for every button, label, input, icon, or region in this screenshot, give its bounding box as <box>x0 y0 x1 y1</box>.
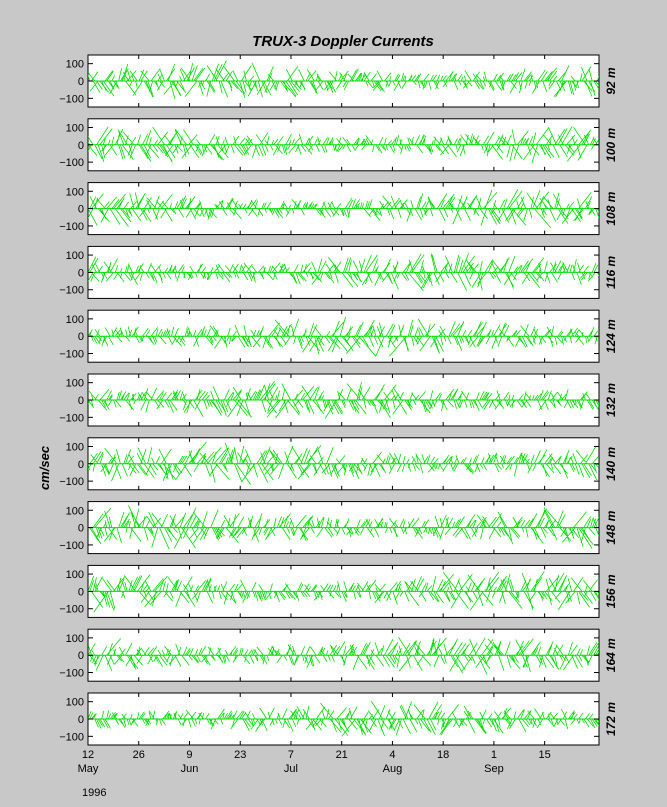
x-axis: 12 May 26 9 Jun 23 7 Jul 21 4 Aug 18 1 Sep 15 <box>78 749 551 775</box>
current-sticks <box>88 700 599 737</box>
stick-path <box>88 571 599 613</box>
y-tick-label: 100 <box>66 122 84 134</box>
x-tick-day-label: 15 <box>539 749 551 761</box>
x-tick-day-label: 23 <box>234 749 246 761</box>
stick-path <box>88 700 599 737</box>
stick-path <box>88 636 599 675</box>
depth-label: 92 m <box>604 67 618 95</box>
stick-path <box>88 441 599 485</box>
y-tick-label: 0 <box>78 523 84 535</box>
y-tick-label: −100 <box>59 604 84 616</box>
y-tick-label: 0 <box>78 331 84 343</box>
x-tick-month-label: Sep <box>484 763 504 775</box>
x-tick-day-label: 9 <box>186 749 192 761</box>
depth-label: 100 m <box>604 127 618 161</box>
depth-label: 124 m <box>604 319 618 353</box>
y-tick-label: −100 <box>59 668 84 680</box>
x-tick-day-label: 21 <box>336 749 348 761</box>
y-tick-label: −100 <box>59 157 84 169</box>
depth-label: 116 m <box>604 256 618 289</box>
depth-label: 172 m <box>604 702 618 736</box>
y-tick-label: −100 <box>59 731 84 743</box>
stick-path <box>88 505 599 550</box>
y-tick-label: 0 <box>78 204 84 216</box>
y-tick-label: −100 <box>59 221 84 233</box>
panel-92m: 100 0 −100 92 m <box>59 54 618 108</box>
x-tick-day-label: 7 <box>288 749 294 761</box>
current-sticks <box>88 189 599 229</box>
stick-path <box>88 189 599 229</box>
y-tick-label: 100 <box>66 378 84 390</box>
current-sticks <box>88 505 599 550</box>
depth-label: 132 m <box>604 383 618 417</box>
depth-label: 140 m <box>604 446 618 480</box>
depth-label: 148 m <box>604 510 618 544</box>
stick-path <box>88 60 599 100</box>
x-tick-day-label: 4 <box>389 749 395 761</box>
y-tick-label: 100 <box>66 505 84 517</box>
current-sticks <box>88 571 599 613</box>
y-tick-label: 0 <box>78 395 84 407</box>
panel-124m: 100 0 −100 124 m <box>59 309 618 363</box>
current-sticks <box>88 60 599 100</box>
panel-116m: 100 0 −100 116 m <box>59 245 618 299</box>
x-tick-month-label: Jun <box>181 763 199 775</box>
panel-164m: 100 0 −100 164 m <box>59 628 618 682</box>
x-tick-day-label: 12 <box>82 749 94 761</box>
chart-title: TRUX-3 Doppler Currents <box>252 33 434 50</box>
y-tick-label: 100 <box>66 186 84 198</box>
current-sticks <box>88 253 599 292</box>
panel-100m: 100 0 −100 100 m <box>59 118 618 172</box>
y-tick-label: 100 <box>66 441 84 453</box>
depth-label: 108 m <box>604 191 618 225</box>
y-tick-label: −100 <box>59 349 84 361</box>
panel-108m: 100 0 −100 108 m <box>59 182 618 236</box>
y-tick-label: 100 <box>66 633 84 645</box>
current-sticks <box>88 441 599 485</box>
y-axis-label: cm/sec <box>37 445 52 490</box>
y-tick-label: −100 <box>59 476 84 488</box>
stick-path <box>88 126 599 164</box>
stick-path <box>88 253 599 292</box>
x-tick-day-label: 1 <box>491 749 497 761</box>
panel-140m: 100 0 −100 140 m <box>59 437 618 491</box>
y-tick-label: 0 <box>78 650 84 662</box>
panel-132m: 100 0 −100 132 m <box>59 373 618 427</box>
y-tick-label: −100 <box>59 540 84 552</box>
y-tick-label: 100 <box>66 59 84 71</box>
current-sticks <box>88 636 599 675</box>
depth-label: 156 m <box>604 574 618 608</box>
panel-148m: 100 0 −100 148 m <box>59 501 618 555</box>
y-tick-label: 0 <box>78 459 84 471</box>
x-tick-month-label: Jul <box>284 763 298 775</box>
y-tick-label: 100 <box>66 697 84 709</box>
depth-label: 164 m <box>604 638 618 672</box>
y-tick-label: −100 <box>59 93 84 105</box>
y-tick-label: −100 <box>59 285 84 297</box>
y-tick-label: 0 <box>78 76 84 88</box>
y-tick-label: 100 <box>66 250 84 262</box>
y-tick-label: 0 <box>78 140 84 152</box>
y-tick-label: −100 <box>59 412 84 424</box>
panel-172m: 100 0 −100 172 m <box>59 692 618 746</box>
current-sticks <box>88 316 599 357</box>
panel-156m: 100 0 −100 156 m <box>59 564 618 618</box>
x-tick-month-label: Aug <box>383 763 403 775</box>
y-tick-label: 100 <box>66 314 84 326</box>
current-sticks <box>88 381 599 419</box>
stick-path <box>88 316 599 357</box>
y-tick-label: 0 <box>78 714 84 726</box>
stick-path <box>88 381 599 419</box>
y-tick-label: 0 <box>78 586 84 598</box>
y-tick-label: 100 <box>66 569 84 581</box>
year-label: 1996 <box>82 787 106 799</box>
current-sticks <box>88 126 599 164</box>
x-tick-month-label: May <box>78 763 99 775</box>
x-tick-day-label: 26 <box>133 749 145 761</box>
x-tick-day-label: 18 <box>437 749 449 761</box>
y-tick-label: 0 <box>78 267 84 279</box>
